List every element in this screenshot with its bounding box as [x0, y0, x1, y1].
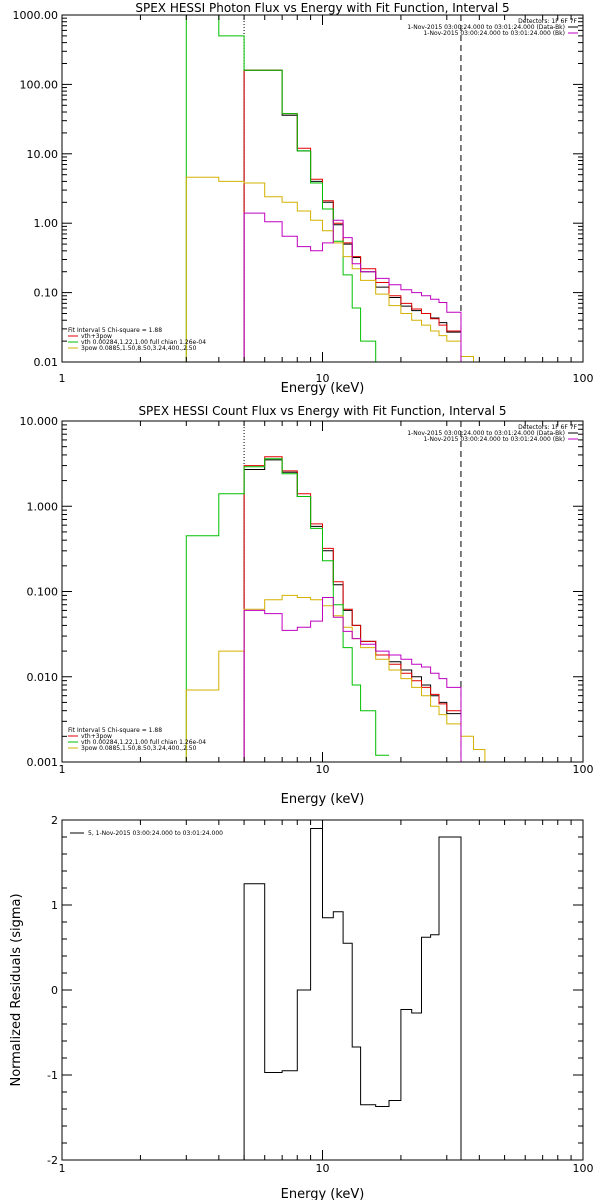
series-line-bk: [243, 597, 462, 762]
y-tick-label: 0.10: [34, 287, 59, 300]
plot-area: [185, 421, 496, 762]
y-tick-label: 0.001: [27, 756, 59, 769]
x-tick-label: 1: [59, 763, 66, 776]
y-tick-label: -2: [47, 1154, 58, 1167]
x-axis-label: Energy (keV): [281, 792, 365, 807]
legend-entry: 1-Nov-2015 03:00:24.000 to 03:01:24.000 …: [407, 430, 565, 437]
legend-entry: 1-Nov-2015 03:00:24.000 to 03:01:24.000 …: [423, 436, 565, 443]
y-tick-label: 2: [51, 814, 58, 827]
series-line-vth-3pow: [243, 69, 462, 362]
y-axis-label: Normalized Residuals (sigma): [9, 893, 24, 1086]
plot-area: [243, 828, 462, 1160]
y-tick-label: 0.100: [27, 586, 59, 599]
y-tick-label: 1.00: [34, 217, 59, 230]
legend-entry: 5, 1-Nov-2015 03:00:24.000 to 03:01:24.0…: [88, 830, 223, 837]
series-line-bk: [243, 212, 462, 362]
x-tick-label: 1: [59, 372, 66, 385]
series-line-vth: [185, 458, 389, 762]
legend-entry: 1-Nov-2015 03:00:24.000 to 03:01:24.000 …: [423, 30, 565, 37]
series-line-residuals: [243, 828, 462, 1160]
series-line-vth-3pow: [243, 456, 462, 762]
legend-fit-entry: vth 0.00284,1.22,1.00 full chian 1.26e-0…: [81, 339, 206, 346]
y-tick-label: -1: [47, 1069, 58, 1082]
x-tick-label: 100: [573, 372, 594, 385]
x-tick-label: 10: [316, 763, 330, 776]
series-line-3pow: [185, 594, 496, 762]
legend-detectors: Detectors: 1F 6F 7F: [518, 18, 577, 25]
y-tick-label: 0.01: [34, 356, 59, 369]
y-tick-label: 0: [51, 984, 58, 997]
chart-title: SPEX HESSI Photon Flux vs Energy with Fi…: [135, 1, 509, 15]
y-tick-label: 1000.00: [13, 9, 59, 22]
series-line-data-bk: [243, 69, 462, 362]
plot-area: [185, 15, 474, 362]
x-tick-label: 1: [59, 1162, 66, 1175]
y-tick-label: 10.00: [27, 148, 59, 161]
chart-title: SPEX HESSI Count Flux vs Energy with Fit…: [138, 404, 506, 418]
y-tick-label: 100.00: [20, 78, 59, 91]
legend-fit-entry: 3pow 0.0885,1.50,8.50,3.24,400.,2.50: [81, 745, 197, 752]
y-tick-label: 10.000: [20, 415, 59, 428]
y-tick-label: 1: [51, 899, 58, 912]
series-line-vth: [185, 15, 377, 362]
series-line-3pow: [185, 176, 474, 362]
axes-frame: [61, 420, 584, 763]
legend-fit-entry: 3pow 0.0885,1.50,8.50,3.24,400.,2.50: [81, 345, 197, 352]
legend-fit-header: Fit Interval 5 Chi-square = 1.88: [68, 727, 162, 734]
x-tick-label: 10: [316, 372, 330, 385]
y-tick-label: 0.010: [27, 671, 59, 684]
legend-fit-entry: vth 0.00284,1.22,1.00 full chian 1.26e-0…: [81, 739, 206, 746]
x-tick-label: 100: [573, 763, 594, 776]
y-tick-label: 1.000: [27, 500, 59, 513]
count-flux-panel: 1 10 100 0.001 0.010 0.100 1.000 10.000 SPEX HES…: [20, 404, 594, 807]
legend-fit-entry: vth+3pow: [81, 333, 112, 340]
x-tick-label: 100: [573, 1162, 594, 1175]
x-axis-label: Energy (keV): [281, 381, 365, 396]
legend-entry: 1-Nov-2015 03:00:24.000 to 03:01:24.000 …: [407, 24, 565, 31]
legend-detectors: Detectors: 1F 6F 7F: [518, 424, 577, 431]
x-axis-label: Energy (keV): [281, 1187, 365, 1200]
residuals-panel: 1 10 100 -2 -1 0 1 2 Energy (keV) Normalized Resi…: [9, 814, 594, 1200]
legend-fit-entry: vth+3pow: [81, 733, 112, 740]
x-tick-label: 10: [316, 1162, 330, 1175]
photon-flux-panel: 1 10 100 0.01 0.10 1.00 10.00 100.00 1000.00 SPEX…: [13, 1, 594, 396]
legend-fit-header: Fit Interval 5 Chi-square = 1.88: [68, 327, 162, 334]
